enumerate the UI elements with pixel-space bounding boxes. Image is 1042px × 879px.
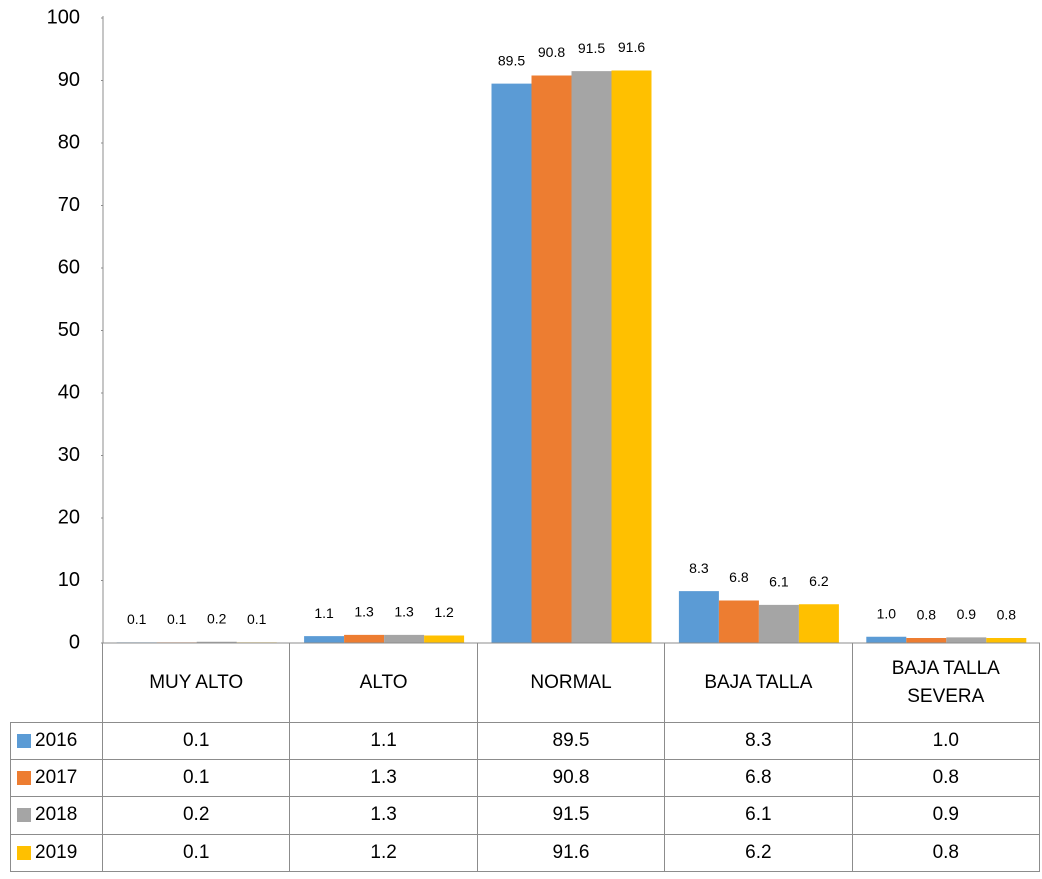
data-label: 1.2 bbox=[434, 604, 454, 620]
data-label: 1.3 bbox=[394, 604, 414, 620]
bar bbox=[798, 604, 839, 643]
bar bbox=[531, 75, 572, 643]
table-header: BAJA TALLA SEVERA bbox=[853, 643, 1040, 722]
bar bbox=[424, 635, 465, 643]
legend-cell: 2017 bbox=[10, 759, 103, 797]
legend-label: 2019 bbox=[35, 841, 78, 863]
data-label: 90.8 bbox=[538, 44, 565, 60]
y-tick-label: 90 bbox=[58, 69, 80, 91]
table-cell: 0.9 bbox=[852, 797, 1040, 835]
legend-cell: 2018 bbox=[10, 797, 103, 835]
legend-cell: 2016 bbox=[10, 722, 103, 760]
y-tick-label: 80 bbox=[58, 131, 80, 153]
data-label: 91.5 bbox=[578, 40, 605, 56]
legend-label: 2018 bbox=[35, 804, 78, 826]
bar bbox=[384, 634, 425, 643]
y-tick-label: 60 bbox=[58, 256, 80, 278]
table-cell: 6.1 bbox=[665, 797, 853, 835]
y-tick-label: 0 bbox=[69, 631, 80, 653]
table-cell: 91.6 bbox=[477, 834, 666, 872]
y-tick-label: 40 bbox=[58, 381, 80, 403]
data-label: 6.2 bbox=[809, 573, 829, 589]
table-header: BAJA TALLA bbox=[665, 643, 853, 722]
table-cell: 91.5 bbox=[477, 797, 666, 835]
table-cell: 0.2 bbox=[103, 797, 291, 835]
data-label: 6.1 bbox=[769, 574, 789, 590]
table-cell: 0.8 bbox=[852, 834, 1040, 872]
table-cell: 1.2 bbox=[290, 834, 478, 872]
legend-swatch bbox=[17, 808, 31, 823]
data-label: 0.1 bbox=[167, 611, 187, 627]
data-label: 6.8 bbox=[729, 569, 749, 585]
bar bbox=[304, 636, 345, 643]
data-label: 1.0 bbox=[877, 605, 897, 621]
data-label: 0.8 bbox=[917, 607, 937, 623]
data-label: 0.2 bbox=[207, 610, 227, 626]
table-header: NORMAL bbox=[478, 643, 666, 722]
bar bbox=[986, 638, 1027, 643]
legend-label: 2017 bbox=[35, 766, 78, 788]
data-label: 0.8 bbox=[997, 607, 1017, 623]
bar bbox=[758, 604, 799, 643]
data-label: 1.3 bbox=[354, 604, 374, 620]
data-label: 0.1 bbox=[247, 611, 267, 627]
legend-cell: 2019 bbox=[10, 834, 103, 872]
data-label: 89.5 bbox=[498, 52, 525, 68]
table-cell: 89.5 bbox=[477, 722, 666, 760]
data-label: 1.1 bbox=[314, 605, 334, 621]
bar bbox=[344, 634, 385, 643]
table-cell: 0.1 bbox=[103, 759, 291, 797]
table-cell: 1.3 bbox=[290, 759, 478, 797]
table-cell: 0.8 bbox=[852, 759, 1040, 797]
table-cell: 1.1 bbox=[290, 722, 478, 760]
table-cell: 8.3 bbox=[665, 722, 853, 760]
bar bbox=[906, 638, 947, 643]
bar bbox=[678, 591, 719, 643]
y-tick-label: 50 bbox=[58, 319, 80, 341]
bar bbox=[946, 637, 987, 643]
legend-swatch bbox=[17, 770, 31, 785]
bar bbox=[866, 636, 907, 643]
y-tick-label: 100 bbox=[47, 6, 80, 28]
table-header: ALTO bbox=[290, 643, 478, 722]
bar bbox=[611, 70, 652, 643]
data-label: 0.9 bbox=[957, 606, 977, 622]
table-cell: 1.0 bbox=[852, 722, 1040, 760]
bar bbox=[571, 71, 612, 643]
y-tick-label: 10 bbox=[58, 569, 80, 591]
table-cell: 1.3 bbox=[290, 797, 478, 835]
data-label: 91.6 bbox=[618, 39, 645, 55]
bar bbox=[491, 83, 532, 643]
y-tick-label: 30 bbox=[58, 444, 80, 466]
table-cell: 0.1 bbox=[103, 722, 291, 760]
table-cell: 6.2 bbox=[665, 834, 853, 872]
y-tick-label: 70 bbox=[58, 194, 80, 216]
bar bbox=[196, 641, 237, 643]
legend-label: 2016 bbox=[35, 729, 78, 751]
data-label: 0.1 bbox=[127, 611, 147, 627]
table-cell: 90.8 bbox=[477, 759, 666, 797]
legend-swatch bbox=[17, 845, 31, 860]
table-cell: 6.8 bbox=[665, 759, 853, 797]
legend-swatch bbox=[17, 733, 31, 748]
data-label: 8.3 bbox=[689, 560, 709, 576]
y-tick-label: 20 bbox=[58, 506, 80, 528]
table-header: MUY ALTO bbox=[103, 643, 291, 722]
bar bbox=[718, 600, 759, 643]
table-cell: 0.1 bbox=[103, 834, 291, 872]
table-border bbox=[102, 643, 103, 722]
